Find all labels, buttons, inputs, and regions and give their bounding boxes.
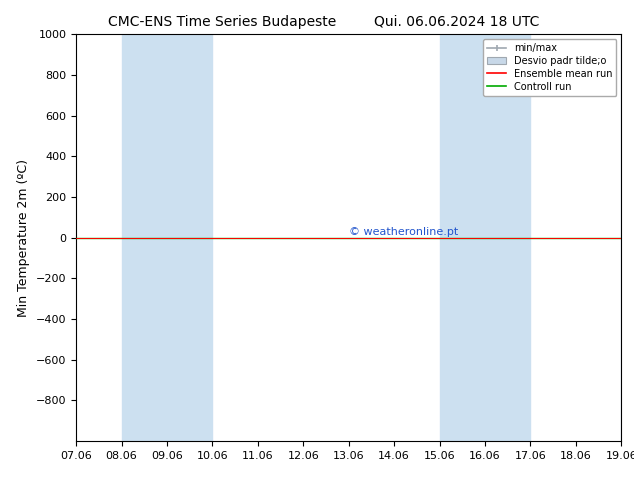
Bar [122,34,212,441]
Bar [439,34,531,441]
Text: © weatheronline.pt: © weatheronline.pt [349,227,458,238]
Legend: min/max, Desvio padr tilde;o, Ensemble mean run, Controll run: min/max, Desvio padr tilde;o, Ensemble m… [483,39,616,96]
Text: CMC-ENS Time Series Budapeste: CMC-ENS Time Series Budapeste [108,15,336,29]
Text: Qui. 06.06.2024 18 UTC: Qui. 06.06.2024 18 UTC [374,15,539,29]
Y-axis label: Min Temperature 2m (ºC): Min Temperature 2m (ºC) [17,159,30,317]
Bar [621,34,634,441]
